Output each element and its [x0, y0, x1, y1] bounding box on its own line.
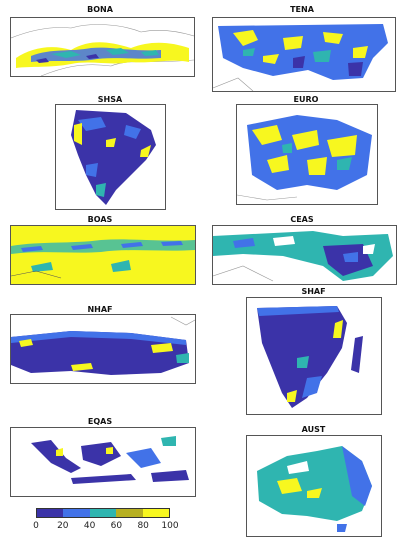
panel-title-euro: EURO: [293, 95, 319, 104]
colorbar: [36, 508, 170, 518]
map-aust: [246, 435, 382, 537]
colorbar-tick: 80: [137, 521, 149, 531]
panel-title-bona: BONA: [87, 5, 113, 14]
map-shsa-svg: [71, 110, 156, 205]
panel-title-tena: TENA: [290, 5, 314, 14]
map-euro-svg: [237, 115, 372, 201]
panel-title-shaf: SHAF: [301, 287, 326, 296]
map-boas: [10, 225, 196, 285]
colorbar-swatch-60-80: [116, 509, 143, 517]
panel-title-nhaf: NHAF: [87, 305, 113, 314]
colorbar-tick: 60: [110, 521, 123, 531]
map-bona: [10, 17, 195, 77]
panel-title-boas: BOAS: [87, 215, 113, 224]
colorbar-swatch-40-60: [89, 509, 117, 517]
panel-title-ceas: CEAS: [290, 215, 314, 224]
panel-title-shsa: SHSA: [97, 95, 123, 104]
map-eqas-svg: [31, 436, 189, 484]
panel-title-eqas: EQAS: [87, 417, 113, 426]
colorbar-ticks: 0 20 40 60 80 100: [30, 521, 180, 533]
map-shaf: [246, 297, 382, 415]
map-ceas: [212, 225, 397, 285]
map-euro: [236, 104, 378, 205]
map-nhaf-svg: [11, 316, 195, 375]
map-ceas-svg: [213, 231, 393, 282]
colorbar-tick: 0: [33, 521, 39, 531]
colorbar-swatch-20-40: [63, 509, 90, 517]
colorbar-swatch-80-100: [142, 509, 170, 517]
map-tena-svg: [213, 24, 388, 91]
colorbar-tick: 40: [83, 521, 96, 531]
map-nhaf: [10, 314, 196, 384]
colorbar-tick: 100: [161, 521, 179, 531]
map-eqas: [10, 427, 196, 497]
map-aust-svg: [257, 446, 372, 532]
map-bona-svg: [11, 24, 194, 76]
map-boas-svg: [11, 239, 195, 279]
map-shaf-svg: [257, 306, 363, 408]
colorbar-swatch-0-20: [37, 509, 64, 517]
colorbar-tick: 20: [57, 521, 69, 531]
map-shsa: [55, 104, 166, 210]
panel-title-aust: AUST: [301, 425, 326, 434]
map-tena: [212, 17, 396, 92]
